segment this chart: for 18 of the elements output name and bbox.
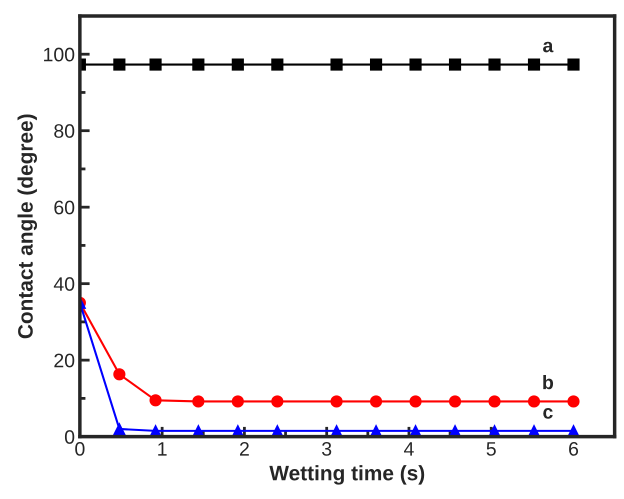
y-tick-label: 80 (54, 124, 74, 138)
series-label: a (543, 42, 554, 52)
series-label: c (543, 408, 553, 419)
x-tick-label: 1 (158, 442, 167, 456)
y-tick-label: 0 (64, 430, 74, 444)
x-tick-label: 0 (75, 442, 85, 456)
x-tick-label: 3 (322, 442, 332, 456)
y-tick-label: 40 (54, 277, 74, 291)
x-tick-label: 6 (569, 442, 578, 456)
y-axis-title: Contact angle (degree) (18, 114, 38, 338)
series-label: b (543, 374, 554, 390)
y-tick-label: 20 (54, 354, 74, 368)
x-tick-label: 2 (240, 442, 249, 456)
y-tick-label: 100 (44, 48, 74, 62)
y-tick-label: 60 (54, 200, 74, 214)
x-axis-title: Wetting time (s) (269, 465, 424, 485)
x-tick-label: 4 (404, 442, 414, 456)
x-tick-label: 5 (486, 442, 496, 456)
